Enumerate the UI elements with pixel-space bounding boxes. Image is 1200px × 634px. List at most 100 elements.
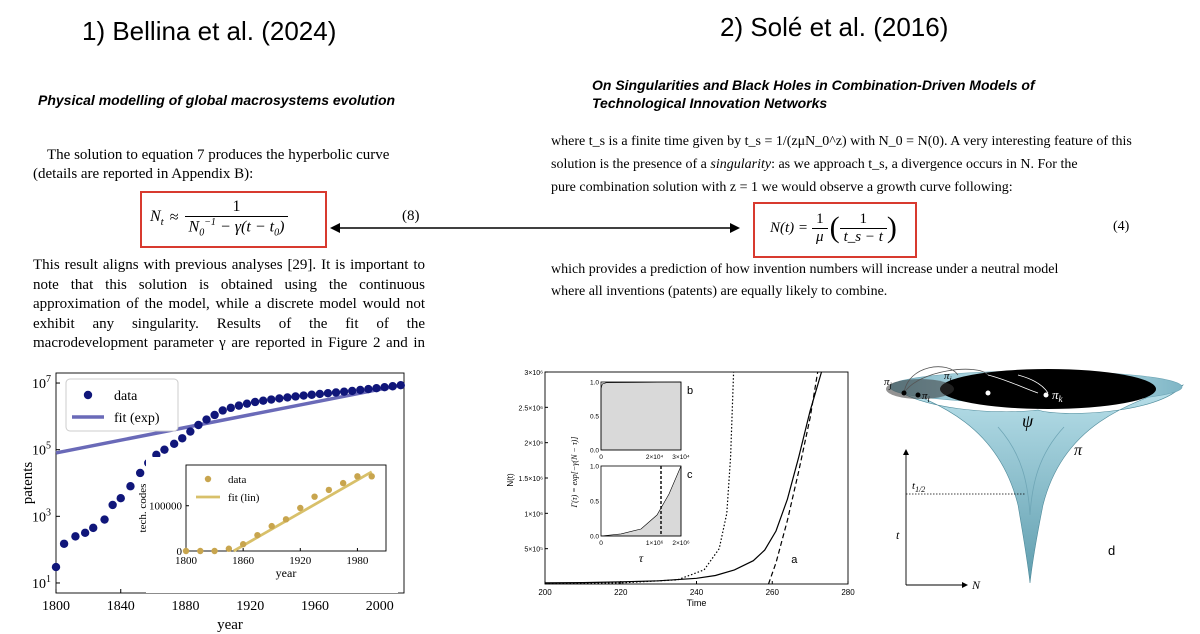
comparison-arrow <box>330 223 740 233</box>
data-point <box>339 387 349 396</box>
panel-c-x-tick-label: 0 <box>599 540 603 547</box>
data-point <box>160 445 169 454</box>
data-point <box>315 389 325 399</box>
panel-b-x-tick-label: 3×10⁴ <box>672 454 690 461</box>
black-hole-funnel: πj πi πi πk ψ π t1/2 t N d <box>884 366 1184 592</box>
left-heading: 1) Bellina et al. (2024) <box>82 16 337 46</box>
data-point <box>372 383 381 393</box>
a-x-axis-label: Time <box>687 598 707 608</box>
inset-y-tick-label: 100000 <box>149 501 183 513</box>
inset-legend-fit-label: fit (lin) <box>228 492 260 504</box>
data-point <box>258 396 268 405</box>
y-tick-label: 107 <box>32 374 51 392</box>
a-y-tick-label: 2.5×10⁶ <box>519 405 544 412</box>
link-arc-2 <box>903 368 989 394</box>
x-tick-label: 1840 <box>107 599 135 614</box>
left-intro-text: The solution to equation 7 produces the … <box>33 147 390 182</box>
data-point <box>202 415 211 424</box>
node-pi-j <box>901 390 907 396</box>
data-point <box>126 482 135 491</box>
inset-plot-frame <box>185 464 387 552</box>
inset-data-point <box>354 473 361 480</box>
a-series-solid <box>544 371 823 584</box>
legend-data-marker <box>83 390 93 400</box>
funnel-inner-fold <box>997 426 1065 516</box>
data-point <box>348 386 357 396</box>
panel-b-frame <box>600 381 682 451</box>
data-point <box>250 397 260 407</box>
data-point <box>178 434 187 443</box>
x-tick-label: 1880 <box>171 599 199 614</box>
right-equation-box <box>753 202 917 258</box>
data-point <box>291 392 300 401</box>
panel-label-a: a <box>791 554 798 566</box>
label-n-axis: N <box>971 578 981 592</box>
node-inner <box>985 390 991 396</box>
inset-data-point <box>325 486 333 494</box>
panel-c-x-tick-label: 2×10⁶ <box>672 540 690 547</box>
data-point <box>323 389 333 398</box>
black-hole-disc <box>940 369 1156 409</box>
inset-x-tick-label: 1860 <box>232 555 255 567</box>
data-point <box>356 385 365 395</box>
t-axis-arrowhead <box>903 449 909 455</box>
a-y-tick-label: 2×10⁶ <box>524 441 543 448</box>
a-series-dashed <box>767 371 819 585</box>
data-point <box>210 410 219 420</box>
inset-y-tick-label: 0 <box>177 546 183 558</box>
y-tick-label: 101 <box>32 574 51 592</box>
node-pi-k <box>1043 392 1049 398</box>
data-point <box>80 528 90 538</box>
right-after-line-2: where all inventions (patents) are equal… <box>551 284 888 299</box>
link-arc-3 <box>987 374 1039 394</box>
a-x-tick-label: 240 <box>690 588 704 597</box>
n-axis-arrowhead <box>962 582 968 588</box>
a-x-tick-label: 280 <box>841 588 855 597</box>
panel-c-y-tick-label: 0.5 <box>590 499 599 506</box>
y-axis-label: patents <box>20 462 36 505</box>
data-point <box>152 450 161 460</box>
a-x-tick-label: 260 <box>766 588 780 597</box>
inset-data-point <box>368 473 375 480</box>
data-point <box>100 515 109 524</box>
data-point <box>194 420 203 430</box>
legend-fit-label: fit (exp) <box>114 411 160 426</box>
inset-data-point <box>311 493 318 500</box>
data-point <box>267 395 276 404</box>
panel-label-b: b <box>687 385 693 397</box>
left-equation: Nt ≈ 1 N0−1 − γ(t − t0) <box>150 196 289 240</box>
right-text-line-2: solution is the presence of a singularit… <box>551 157 1078 172</box>
data-point <box>388 382 397 391</box>
inset-data-point <box>282 516 290 523</box>
a-y-tick-label: 1.5×10⁶ <box>519 476 544 483</box>
singularity-chart: 200 220 240 260 280 5×10⁵ 1×10⁶ 1.5×10⁶ 2×10⁶ 2.5… <box>506 370 855 608</box>
panel-b-x-tick-label: 2×10⁴ <box>646 454 664 461</box>
panel-c-y-tick-label: 0.0 <box>590 534 599 541</box>
right-text-line-3: pure combination solution with z = 1 we … <box>551 180 1013 195</box>
x-tick-label: 1800 <box>42 599 70 614</box>
data-point <box>234 401 244 410</box>
fit-exp-line <box>55 382 405 455</box>
a-x-tick-label: 220 <box>614 588 628 597</box>
patents-chart: 1800 1840 1880 1920 1960 2000 101 103 105 107 year… <box>20 372 405 633</box>
label-t-axis: t <box>896 528 900 542</box>
inset-data-point <box>225 545 233 552</box>
panel-b-y-tick-label: 0.5 <box>590 414 599 421</box>
panel-c-x-tick-label: 1×10⁶ <box>646 540 664 547</box>
inset-x-tick-label: 1800 <box>175 555 198 567</box>
panel-b-x-tick-label: 0 <box>599 454 603 461</box>
panel-label-d: d <box>1108 543 1115 558</box>
label-pi-j: πj <box>884 376 893 390</box>
y-tick-label: 103 <box>32 507 51 525</box>
data-point <box>226 403 236 413</box>
a-y-tick-label: 1×10⁶ <box>524 511 543 518</box>
data-point <box>186 427 195 436</box>
data-point <box>108 500 117 510</box>
data-point <box>169 439 179 449</box>
link-arc-4 <box>1017 374 1049 394</box>
text-divider <box>33 353 425 355</box>
data-point <box>51 562 61 572</box>
left-paper-title: Physical modelling of global macrosystem… <box>38 92 396 108</box>
inset-legend-data-marker <box>204 475 212 483</box>
right-equation-number: (4) <box>1113 219 1130 234</box>
